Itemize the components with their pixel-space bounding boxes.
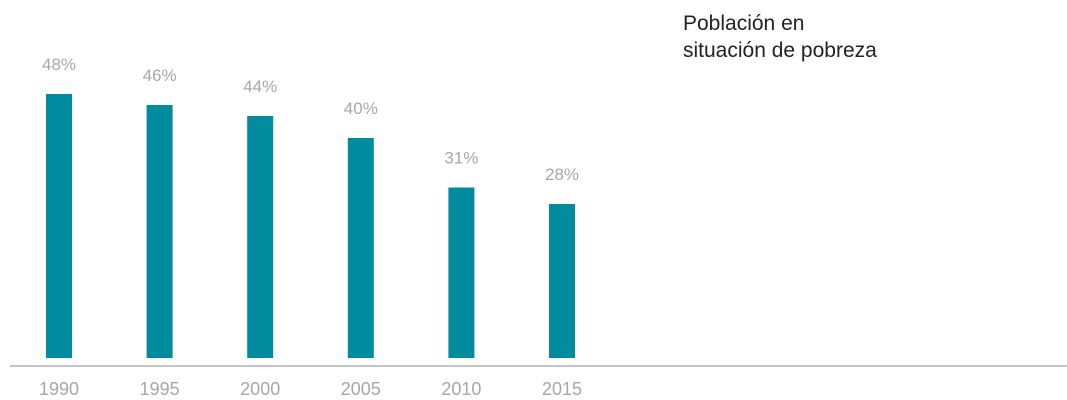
- bar-2000: [247, 116, 274, 358]
- bar-2005: [347, 138, 374, 358]
- data-label-2015: 28%: [545, 165, 579, 184]
- data-label-2005: 40%: [344, 99, 378, 118]
- data-label-2010: 31%: [444, 149, 478, 168]
- bar-2015: [549, 204, 575, 358]
- x-tick-label-2005: 2005: [341, 379, 381, 399]
- bar-1995: [146, 105, 173, 358]
- x-tick-label-1995: 1995: [140, 379, 180, 399]
- data-label-1995: 46%: [143, 66, 177, 85]
- data-label-1990: 48%: [42, 55, 76, 74]
- bar-1990: [46, 94, 72, 358]
- x-tick-label-1990: 1990: [39, 379, 79, 399]
- x-tick-label-2015: 2015: [542, 379, 582, 399]
- x-tick-label-2010: 2010: [441, 379, 481, 399]
- data-label-2000: 44%: [243, 77, 277, 96]
- x-tick-label-2000: 2000: [240, 379, 280, 399]
- bar-2010: [448, 187, 475, 358]
- chart-title: Población en situación de pobreza: [683, 12, 877, 62]
